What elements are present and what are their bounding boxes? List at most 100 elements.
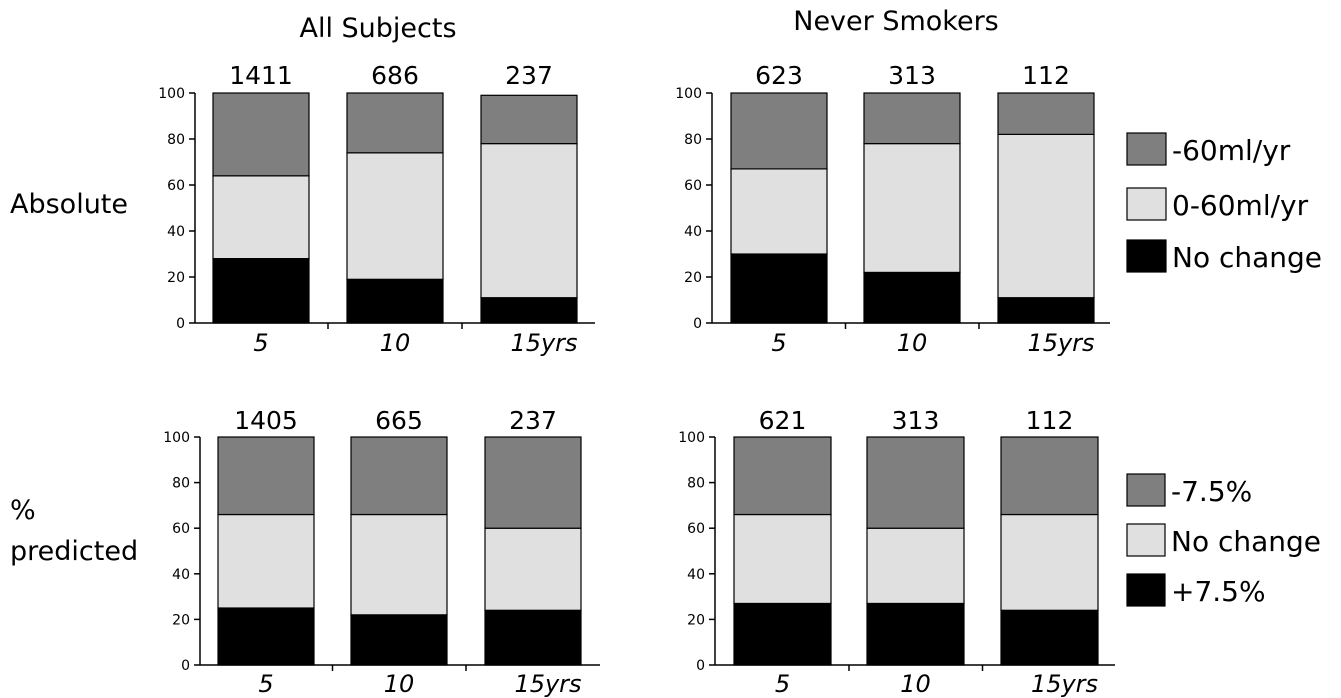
y-tick-label: 60 xyxy=(172,521,190,537)
legend-label: No change xyxy=(1171,525,1321,558)
bar-segment-0-60ml-yr xyxy=(346,152,444,280)
count-label: 1411 xyxy=(229,61,293,90)
y-tick-label: 100 xyxy=(163,430,190,446)
bar-segment--7-5- xyxy=(484,609,582,666)
y-tick-label: 0 xyxy=(176,316,185,332)
legend-1: -60ml/yr 0-60ml/yr No change xyxy=(1126,132,1322,274)
count-label: 623 xyxy=(755,61,803,90)
x-tick-label: 10 xyxy=(900,670,931,698)
x-tick-label: 5 xyxy=(775,670,790,698)
bar-segment--7-5- xyxy=(866,436,965,529)
bar-segment--7-5- xyxy=(866,602,965,666)
panels: 020406080100141156861023715yrs0204060801… xyxy=(158,61,1115,698)
y-tick-label: 80 xyxy=(172,476,190,492)
y-tick-label: 60 xyxy=(687,521,705,537)
bar-segment--7-5- xyxy=(350,436,448,516)
x-tick-label: 10 xyxy=(897,329,928,357)
bar-segment-no-change xyxy=(350,513,448,616)
y-tick-label: 80 xyxy=(684,132,702,148)
x-tick-label: 15yrs xyxy=(1027,329,1094,357)
column-title-never-smokers: Never Smokers xyxy=(793,6,999,37)
y-tick-label: 20 xyxy=(172,612,190,628)
bar-segment--7-5- xyxy=(733,602,832,666)
legend-swatch xyxy=(1126,523,1166,557)
bar-segment-0-60ml-yr xyxy=(212,175,310,260)
count-label: 313 xyxy=(892,406,940,435)
x-tick-label: 15yrs xyxy=(510,329,577,357)
y-tick-label: 0 xyxy=(696,658,705,674)
y-tick-label: 60 xyxy=(684,178,702,194)
count-label: 621 xyxy=(759,406,807,435)
x-tick-label: 10 xyxy=(384,670,415,698)
x-tick-label: 10 xyxy=(380,329,411,357)
bar-segment--7-5- xyxy=(350,614,448,666)
legend-label: -7.5% xyxy=(1171,475,1252,508)
legend-label: No change xyxy=(1172,241,1322,274)
y-tick-label: 100 xyxy=(675,86,702,102)
legend-label: 0-60ml/yr xyxy=(1172,189,1309,222)
x-tick-label: 15yrs xyxy=(514,670,581,698)
y-tick-label: 20 xyxy=(684,270,702,286)
legends: -60ml/yr 0-60ml/yr No change -7.5% No change… xyxy=(1126,132,1322,608)
bar-segment-0-60ml-yr xyxy=(730,168,828,255)
legend-swatch xyxy=(1126,239,1167,273)
count-label: 237 xyxy=(509,406,557,435)
bar-segment--7-5- xyxy=(484,436,582,529)
y-tick-label: 20 xyxy=(687,612,705,628)
count-label: 237 xyxy=(505,61,553,90)
bar-segment--60ml-yr xyxy=(480,94,578,145)
y-tick-label: 80 xyxy=(687,476,705,492)
y-tick-label: 80 xyxy=(167,132,185,148)
bar-segment--7-5- xyxy=(1000,609,1099,666)
bar-segment--7-5- xyxy=(217,436,315,516)
bar-segment-no-change xyxy=(863,271,961,324)
bar-segment-0-60ml-yr xyxy=(480,143,578,299)
bar-segment--7-5- xyxy=(1000,436,1099,516)
bar-segment--60ml-yr xyxy=(346,92,444,154)
bar-segment--7-5- xyxy=(217,607,315,666)
count-label: 686 xyxy=(371,61,419,90)
bar-segment-no-change xyxy=(730,253,828,324)
x-tick-label: 5 xyxy=(258,670,273,698)
bar-segment--60ml-yr xyxy=(212,92,310,177)
y-tick-label: 100 xyxy=(678,430,705,446)
column-title-all-subjects: All Subjects xyxy=(299,13,456,44)
legend-label: +7.5% xyxy=(1171,575,1266,608)
y-tick-label: 100 xyxy=(158,86,185,102)
legend-swatch xyxy=(1126,573,1166,607)
x-tick-label: 5 xyxy=(253,329,268,357)
legend-label: -60ml/yr xyxy=(1172,134,1291,167)
bar-segment--60ml-yr xyxy=(730,92,828,170)
x-tick-label: 15yrs xyxy=(1031,670,1098,698)
bar-segment-no-change xyxy=(997,297,1095,324)
x-tick-label: 5 xyxy=(771,329,786,357)
legend-2: -7.5% No change +7.5% xyxy=(1126,473,1321,608)
bar-segment--60ml-yr xyxy=(863,92,961,145)
bar-segment-no-change xyxy=(866,527,965,605)
y-tick-label: 60 xyxy=(167,178,185,194)
bar-segment-no-change xyxy=(484,527,582,611)
y-tick-label: 40 xyxy=(687,567,705,583)
y-tick-label: 0 xyxy=(693,316,702,332)
bar-segment-no-change xyxy=(1000,513,1099,611)
bar-segment-0-60ml-yr xyxy=(863,143,961,274)
chart-panel-3: 0 20 40 60 80 100 1405 5 665 10 237 15yrs xyxy=(163,406,600,698)
chart-panel-2: 0 20 40 60 80 100 623 5 313 10 112 15yrs xyxy=(675,61,1110,357)
bar-segment-no-change xyxy=(217,513,315,609)
bar-segment--60ml-yr xyxy=(997,92,1095,136)
y-tick-label: 20 xyxy=(167,270,185,286)
legend-swatch xyxy=(1126,473,1166,507)
chart-panel-1: 0 20 40 60 80 100 1411 5 686 10 237 15yrs xyxy=(158,61,595,357)
row-label-absolute: Absolute xyxy=(10,189,128,220)
legend-swatch xyxy=(1126,132,1167,166)
y-tick-label: 40 xyxy=(167,224,185,240)
bar-segment-no-change xyxy=(346,278,444,324)
row-label-percent: % xyxy=(10,495,36,526)
count-label: 665 xyxy=(375,406,423,435)
y-tick-label: 0 xyxy=(181,658,190,674)
legend-swatch xyxy=(1126,187,1167,221)
count-label: 1405 xyxy=(234,406,298,435)
bar-segment-no-change xyxy=(480,297,578,324)
y-tick-label: 40 xyxy=(684,224,702,240)
